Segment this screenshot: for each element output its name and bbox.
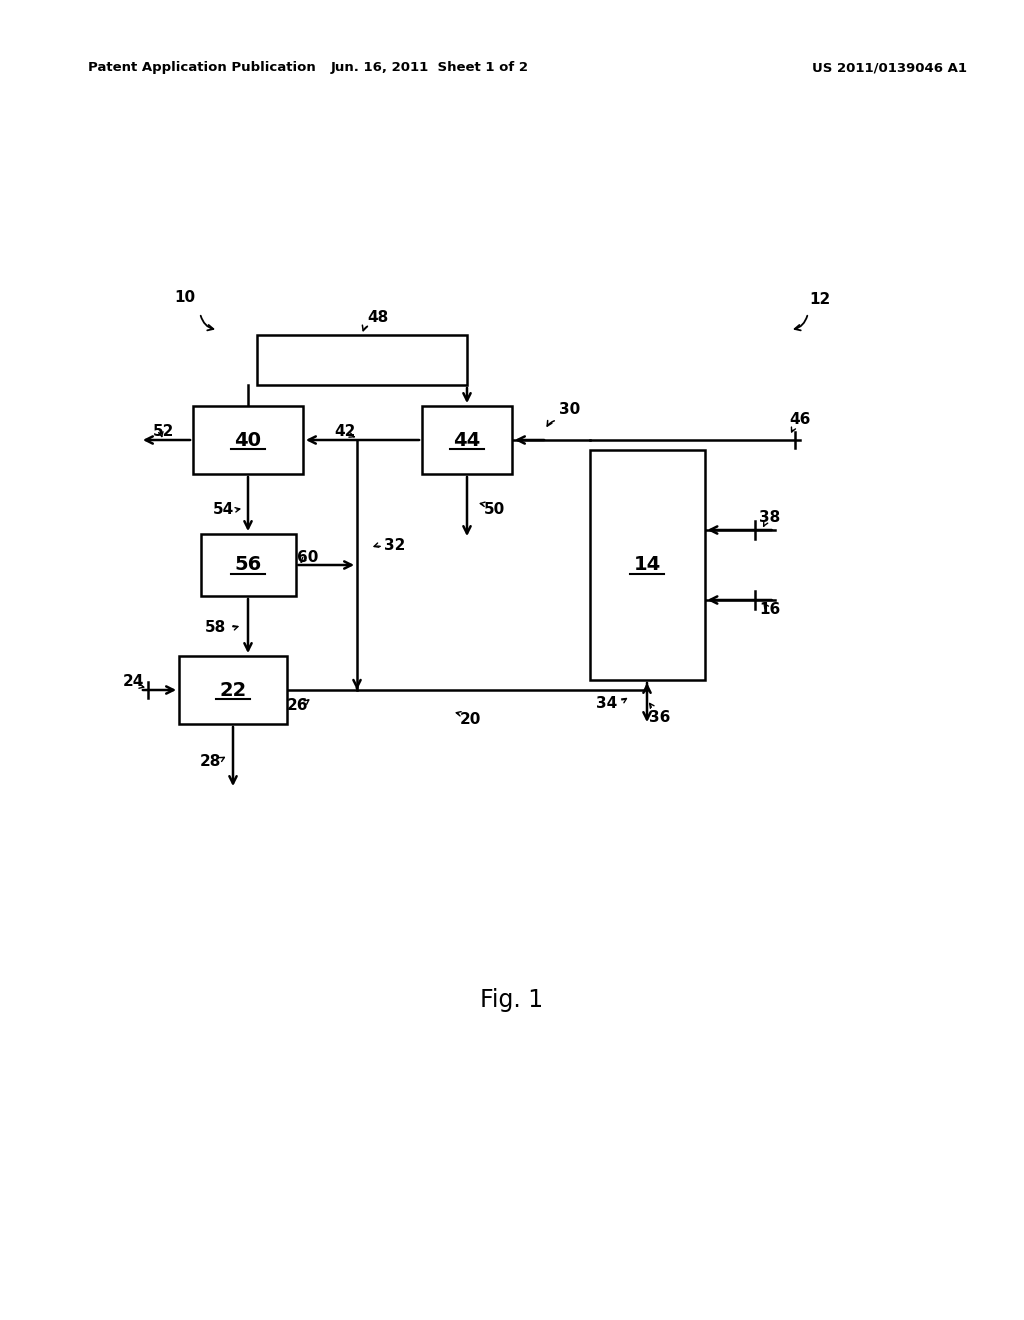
Text: 60: 60	[297, 550, 318, 565]
Text: 22: 22	[219, 681, 247, 700]
Text: 12: 12	[809, 293, 830, 308]
Text: 42: 42	[334, 425, 355, 440]
Text: 58: 58	[205, 620, 225, 635]
Bar	[422, 407, 512, 474]
Bar	[193, 407, 303, 474]
Bar	[257, 335, 467, 385]
Text: Fig. 1: Fig. 1	[480, 987, 544, 1012]
Text: 46: 46	[790, 412, 811, 428]
Text: 28: 28	[200, 755, 221, 770]
Text: Patent Application Publication: Patent Application Publication	[88, 62, 315, 74]
Text: 36: 36	[649, 710, 671, 726]
Text: 14: 14	[634, 556, 660, 574]
Text: 32: 32	[384, 537, 406, 553]
Text: 54: 54	[212, 503, 233, 517]
Text: 44: 44	[454, 430, 480, 450]
Text: 30: 30	[559, 403, 581, 417]
Text: 16: 16	[760, 602, 780, 618]
Text: 38: 38	[760, 511, 780, 525]
Text: 50: 50	[483, 503, 505, 517]
Text: 40: 40	[234, 430, 261, 450]
Text: Jun. 16, 2011  Sheet 1 of 2: Jun. 16, 2011 Sheet 1 of 2	[331, 62, 529, 74]
Text: 56: 56	[234, 556, 261, 574]
Text: 10: 10	[174, 290, 196, 305]
Text: 24: 24	[122, 675, 143, 689]
Text: US 2011/0139046 A1: US 2011/0139046 A1	[812, 62, 968, 74]
Bar	[201, 535, 296, 597]
Text: 20: 20	[460, 713, 480, 727]
Text: 34: 34	[596, 696, 617, 710]
Bar	[590, 450, 705, 680]
Bar	[179, 656, 287, 723]
Text: 48: 48	[368, 310, 389, 326]
Text: 26: 26	[287, 697, 308, 713]
Text: 52: 52	[153, 425, 174, 440]
